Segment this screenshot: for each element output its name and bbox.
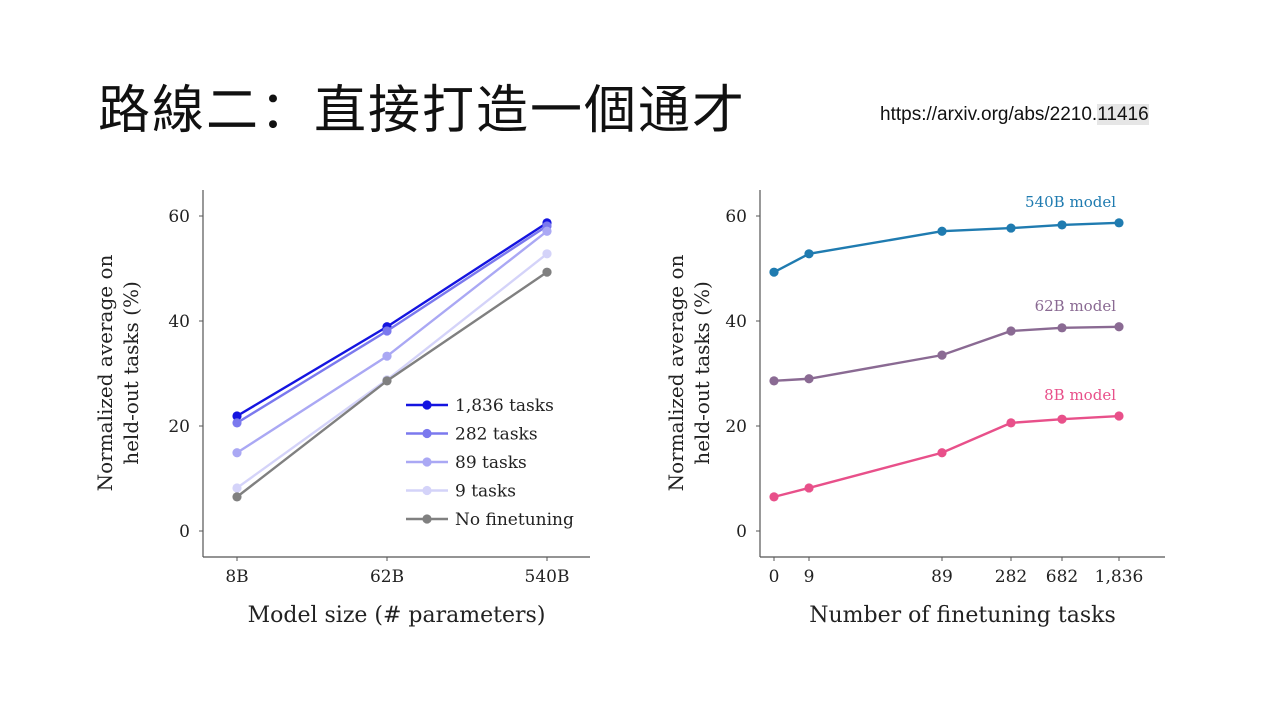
x-tick-label: 0 [769,567,780,587]
link-suffix-highlighted: 11416 [1097,104,1149,125]
legend-swatch-dot [422,400,432,410]
legend-swatch-dot [422,485,432,496]
data-point [1114,218,1124,228]
data-point [1057,323,1067,333]
data-point [382,376,392,386]
series-line [236,230,548,454]
data-point [1114,411,1124,421]
y-tick-label: 40 [725,312,747,332]
x-axis-title: Model size (# parameters) [248,603,546,628]
y-tick-label: 0 [179,522,190,542]
data-point [804,374,814,384]
x-tick-label: 1,836 [1095,567,1144,587]
data-point [769,267,779,277]
x-tick-label: 89 [931,567,953,587]
y-tick-label: 40 [168,312,190,332]
data-point [542,226,552,236]
data-point [1057,414,1067,424]
y-axis-title-line1: Normalized average on [664,254,688,491]
legend-label: 1,836 tasks [455,396,554,416]
y-axis-title-line2: held-out tasks (%) [119,281,143,465]
data-point [382,351,392,361]
link-prefix: https://arxiv.org/abs/2210. [880,104,1098,125]
x-tick-label: 8B [225,567,248,587]
data-point [769,376,779,386]
x-tick-label: 540B [525,567,570,587]
series-line [773,414,1120,499]
data-point [232,448,242,458]
data-point [769,492,779,502]
data-point [542,267,552,277]
data-point [232,411,242,421]
y-tick-label: 60 [168,207,190,227]
series-label: 62B model [1035,297,1117,315]
legend-label: 9 tasks [455,482,516,502]
y-tick-label: 20 [168,417,190,437]
arxiv-link[interactable]: https://arxiv.org/abs/2210.11416 [880,104,1149,126]
series-line [773,221,1120,274]
legend-swatch-dot [422,428,432,439]
data-point [1057,220,1067,230]
y-axis-title-line1: Normalized average on [93,254,117,491]
y-tick-label: 0 [736,522,747,542]
data-point [937,350,947,360]
series-label: 8B model [1044,386,1116,404]
legend-label: No finetuning [455,510,574,530]
data-point [542,249,552,259]
x-tick-label: 62B [370,567,404,587]
x-axis-title: Number of finetuning tasks [809,603,1115,628]
data-point [804,249,814,259]
data-point [232,483,242,493]
legend-swatch-dot [422,457,432,467]
y-tick-label: 60 [725,207,747,227]
data-point [804,483,814,493]
legend-label: 282 tasks [455,425,538,445]
x-tick-label: 9 [804,567,815,587]
series-line [773,325,1120,383]
data-point [1114,322,1124,332]
data-point [1006,326,1016,336]
data-point [937,448,947,458]
series-line [236,221,548,418]
data-point [232,492,242,502]
data-point [232,418,242,428]
legend-label: 89 tasks [455,453,527,473]
data-point [937,226,947,236]
slide-title: 路線二：直接打造一個通才 [98,81,747,141]
x-tick-label: 682 [1046,567,1078,587]
data-point [1006,418,1016,428]
x-tick-label: 282 [995,567,1027,587]
data-point [382,326,392,336]
series-label: 540B model [1025,193,1116,211]
y-axis-title-line2: held-out tasks (%) [690,281,714,465]
y-tick-label: 20 [725,417,747,437]
legend-swatch-dot [422,514,432,524]
data-point [1006,223,1016,233]
